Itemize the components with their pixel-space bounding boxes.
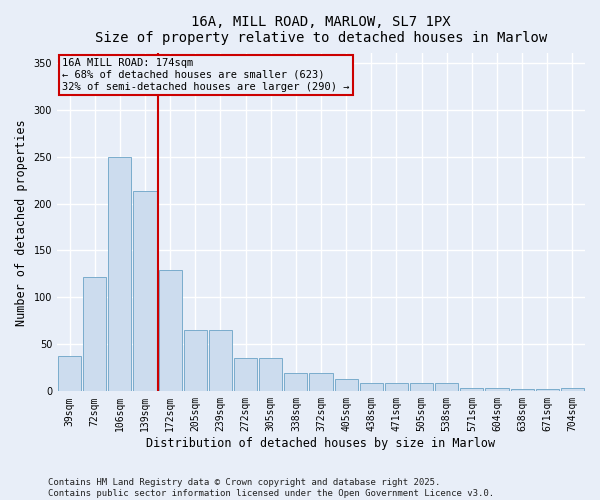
Bar — [184, 330, 207, 392]
Bar — [561, 388, 584, 392]
Bar — [511, 390, 534, 392]
Bar — [259, 358, 283, 392]
Bar — [284, 372, 307, 392]
Bar — [385, 383, 408, 392]
Bar — [435, 383, 458, 392]
Text: 16A MILL ROAD: 174sqm
← 68% of detached houses are smaller (623)
32% of semi-det: 16A MILL ROAD: 174sqm ← 68% of detached … — [62, 58, 350, 92]
Bar — [335, 379, 358, 392]
X-axis label: Distribution of detached houses by size in Marlow: Distribution of detached houses by size … — [146, 437, 496, 450]
Bar — [460, 388, 484, 392]
Title: 16A, MILL ROAD, MARLOW, SL7 1PX
Size of property relative to detached houses in : 16A, MILL ROAD, MARLOW, SL7 1PX Size of … — [95, 15, 547, 45]
Y-axis label: Number of detached properties: Number of detached properties — [15, 119, 28, 326]
Bar — [109, 156, 131, 392]
Bar — [158, 270, 182, 392]
Bar — [83, 277, 106, 392]
Bar — [410, 383, 433, 392]
Bar — [209, 330, 232, 392]
Bar — [234, 358, 257, 392]
Bar — [310, 372, 332, 392]
Bar — [133, 192, 157, 392]
Text: Contains HM Land Registry data © Crown copyright and database right 2025.
Contai: Contains HM Land Registry data © Crown c… — [48, 478, 494, 498]
Bar — [360, 383, 383, 392]
Bar — [536, 390, 559, 392]
Bar — [58, 356, 81, 392]
Bar — [485, 388, 509, 392]
